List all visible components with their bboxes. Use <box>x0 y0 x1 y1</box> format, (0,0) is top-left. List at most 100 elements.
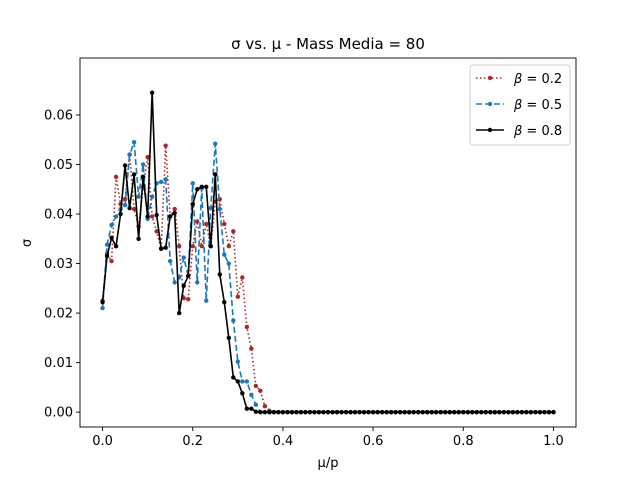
data-point <box>235 359 241 364</box>
data-point <box>483 409 489 415</box>
data-point <box>213 172 218 177</box>
data-point <box>434 409 439 415</box>
data-point <box>145 214 150 219</box>
data-point <box>303 409 308 415</box>
data-point <box>109 222 114 228</box>
y-tick-label: 0.02 <box>44 307 73 322</box>
x-tick-label: 0.8 <box>453 434 474 449</box>
data-point <box>452 409 457 415</box>
y-tick-label: 0.06 <box>44 108 73 123</box>
data-point <box>127 205 132 211</box>
data-point <box>163 245 168 250</box>
data-point <box>533 409 538 415</box>
data-point <box>145 154 150 160</box>
data-point <box>235 294 241 299</box>
data-point <box>181 283 186 289</box>
data-point <box>226 335 231 341</box>
data-point <box>366 409 371 415</box>
data-point <box>140 162 146 167</box>
data-point <box>240 391 245 396</box>
data-point <box>158 246 164 251</box>
data-point <box>488 409 493 415</box>
data-point <box>226 261 231 266</box>
legend-label-2: β = 0.8 <box>513 124 562 139</box>
data-point <box>479 409 484 415</box>
data-point <box>186 273 191 279</box>
data-point <box>258 409 263 415</box>
data-point <box>222 252 227 257</box>
data-point <box>172 206 177 212</box>
series-2 <box>100 90 556 415</box>
data-point <box>361 409 367 415</box>
data-point <box>497 409 502 415</box>
data-point <box>163 143 168 148</box>
data-point <box>104 253 110 259</box>
legend-marker-1 <box>487 101 493 107</box>
data-point <box>312 409 317 415</box>
data-point <box>131 206 137 212</box>
data-point <box>294 409 299 415</box>
data-point <box>244 379 250 384</box>
data-point <box>199 184 204 189</box>
data-point <box>262 409 268 415</box>
data-point <box>379 409 385 415</box>
data-point <box>154 229 159 234</box>
data-point <box>289 409 295 415</box>
data-point <box>100 305 105 311</box>
data-point <box>231 229 236 234</box>
data-point <box>470 409 475 415</box>
data-point <box>515 409 520 415</box>
data-point <box>208 205 213 211</box>
data-point <box>334 409 340 415</box>
data-point <box>370 409 376 415</box>
data-point <box>222 299 227 305</box>
y-tick-label: 0.01 <box>44 356 73 371</box>
data-point <box>167 258 173 264</box>
data-point <box>190 201 195 207</box>
data-point <box>438 409 443 415</box>
data-point <box>352 409 358 415</box>
data-point <box>235 379 241 384</box>
data-point <box>321 409 326 415</box>
data-point <box>104 242 110 247</box>
data-point <box>411 409 416 415</box>
data-point <box>100 299 105 305</box>
data-point <box>167 214 173 219</box>
data-point <box>443 409 448 415</box>
x-tick-label: 0.0 <box>92 434 113 449</box>
data-point <box>109 258 114 264</box>
data-point <box>181 255 186 260</box>
data-point <box>190 244 195 249</box>
data-point <box>420 409 425 415</box>
y-tick-label: 0.04 <box>44 208 73 223</box>
data-point <box>262 404 268 409</box>
data-point <box>140 174 146 180</box>
x-axis-label: μ/p <box>318 456 339 471</box>
data-point <box>524 409 529 415</box>
data-point <box>285 409 290 415</box>
x-tick-label: 0.4 <box>273 434 294 449</box>
data-point <box>122 202 128 208</box>
data-point <box>388 409 394 415</box>
data-point <box>208 244 213 249</box>
data-point <box>375 409 380 415</box>
data-point <box>249 406 254 411</box>
data-point <box>253 409 259 414</box>
data-point <box>118 211 123 217</box>
data-point <box>406 409 412 415</box>
data-point <box>163 177 168 182</box>
y-tick-label: 0.05 <box>44 158 73 173</box>
data-point <box>542 409 547 415</box>
data-point <box>280 409 286 415</box>
data-point <box>231 375 236 380</box>
data-point <box>456 409 461 415</box>
data-point <box>109 235 114 240</box>
data-point <box>339 409 344 415</box>
data-point <box>222 221 227 227</box>
data-point <box>195 280 200 285</box>
data-point <box>402 409 407 415</box>
data-point <box>415 409 421 415</box>
data-point <box>546 409 552 415</box>
data-point <box>429 409 434 415</box>
data-point <box>240 275 245 280</box>
